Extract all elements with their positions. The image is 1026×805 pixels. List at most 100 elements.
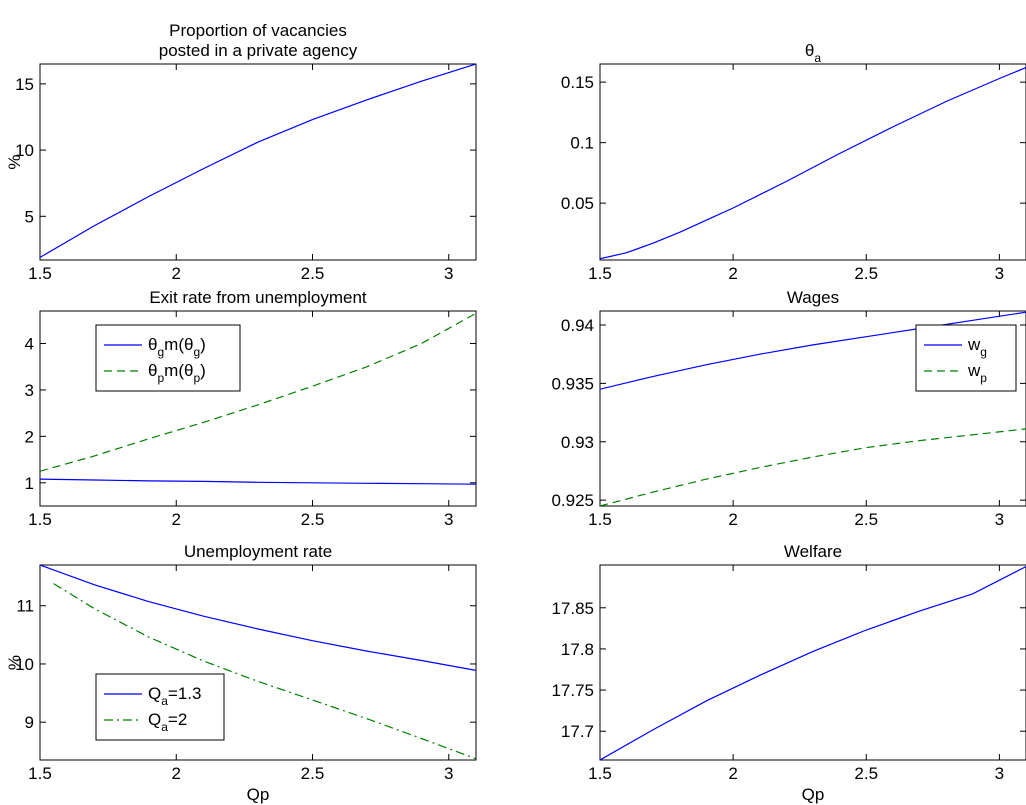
axes-frame (39, 310, 477, 507)
axes-frame (39, 63, 477, 261)
x-tick-label: 2 (172, 264, 181, 283)
legend-text-part: m(θ (164, 335, 193, 354)
legend-text-part: m(θ (164, 361, 193, 380)
y-tick-label: 17.7 (561, 722, 594, 741)
subplot-1: 1.5 2 2.5 3 5 10 15 Proportion of vacanciespost… (5, 21, 477, 283)
axes-frame (599, 310, 1026, 507)
x-tick-label: 1.5 (28, 510, 52, 529)
legend-text-part: w (967, 335, 981, 354)
x-axis-label: Qp (247, 785, 270, 804)
y-tick-label: 10 (15, 655, 34, 674)
x-tick-label: 3 (444, 264, 453, 283)
legend-text-part: ) (200, 361, 206, 380)
legend-text-part: ) (200, 335, 206, 354)
series-line-1 (600, 67, 1026, 260)
y-tick-label: 11 (16, 597, 34, 616)
y-tick-label: 0.935 (551, 374, 594, 393)
legend-text-part: g (157, 345, 164, 359)
title-main: θ (805, 41, 814, 60)
y-axis-label: % (5, 655, 24, 670)
y-tick-label: 1 (25, 474, 34, 493)
y-tick-label: 0.1 (570, 134, 594, 153)
subplot-title: Welfare (784, 542, 842, 561)
x-tick-label: 1.5 (588, 264, 612, 283)
x-tick-label: 2.5 (854, 264, 878, 283)
legend-text-part: g (980, 345, 987, 359)
series-group (600, 67, 1026, 260)
axes-frame (599, 564, 1026, 761)
x-tick-label: 2 (172, 764, 181, 783)
x-axis-label: Qp (802, 785, 825, 804)
x-tick-label: 3 (995, 510, 1004, 529)
title-sub: a (814, 51, 821, 65)
series-group (40, 64, 476, 258)
subplot-6: 1.5 2 2.5 3 17.7 17.75 17.8 17.85 Welfare Qp (551, 542, 1026, 804)
y-tick-label: 17.85 (551, 599, 594, 618)
legend-text-part: θ (148, 361, 157, 380)
y-axis-label: % (5, 154, 24, 169)
y-tick-label: 4 (25, 335, 34, 354)
legend-text-part: p (157, 371, 164, 385)
legend-text-part: =1.3 (168, 684, 202, 703)
legend-text-part: =2 (168, 710, 187, 729)
x-tick-label: 3 (444, 510, 453, 529)
y-tick-label: 0.15 (561, 73, 594, 92)
legend: θgm(θg)θpm(θp) (95, 324, 241, 392)
x-tick-label: 3 (995, 264, 1004, 283)
subplot-5: 1.5 2 2.5 3 9 10 11 Unemployment rate Qp% Qa=1.3Q… (5, 542, 477, 804)
series-line-1 (600, 311, 1026, 390)
y-tick-label: 0.93 (561, 433, 594, 452)
legend-box (915, 324, 1017, 392)
x-tick-label: 2.5 (854, 510, 878, 529)
y-tick-label: 0.925 (551, 491, 594, 510)
x-tick-label: 1.5 (588, 764, 612, 783)
legend: Qa=1.3Qa=2 (95, 673, 225, 741)
series-line-1 (40, 64, 476, 258)
y-tick-label: 0.05 (561, 194, 594, 213)
legend-label-2: wp (967, 361, 987, 385)
legend-label-1: Qa=1.3 (148, 684, 201, 708)
y-tick-label: 10 (15, 141, 34, 160)
x-tick-label: 2.5 (301, 510, 325, 529)
legend-label-1: θgm(θg) (148, 335, 206, 359)
x-tick-label: 2.5 (854, 764, 878, 783)
legend-text-part: a (161, 694, 168, 708)
subplot-title: Unemployment rate (184, 542, 332, 561)
y-tick-label: 0.94 (561, 316, 594, 335)
legend-text-part: Q (148, 684, 161, 703)
y-tick-label: 9 (25, 713, 34, 732)
subplot-title: Exit rate from unemployment (149, 288, 367, 307)
subplot-title: θa (805, 41, 821, 65)
legend-box (95, 324, 241, 392)
legend-text-part: w (967, 361, 981, 380)
y-tick-label: 15 (15, 75, 34, 94)
x-tick-label: 2.5 (301, 764, 325, 783)
x-tick-label: 3 (444, 764, 453, 783)
legend-text-part: θ (148, 335, 157, 354)
x-tick-label: 1.5 (28, 764, 52, 783)
subplot-title: posted in a private agency (159, 41, 358, 60)
series-group (600, 311, 1026, 506)
x-tick-label: 2 (728, 264, 737, 283)
y-tick-label: 17.8 (561, 640, 594, 659)
series-line-1 (600, 566, 1026, 760)
legend-box (95, 673, 225, 741)
legend-text-part: p (980, 371, 987, 385)
subplot-2: 1.5 2 2.5 3 0.05 0.1 0.15 θa (561, 41, 1026, 283)
series-line-1 (40, 478, 476, 485)
x-tick-label: 2 (728, 764, 737, 783)
series-line-2 (40, 312, 476, 472)
x-tick-label: 1.5 (588, 510, 612, 529)
subplot-title: Wages (787, 288, 839, 307)
legend-label-1: wg (967, 335, 987, 359)
x-tick-label: 3 (995, 764, 1004, 783)
series-group (40, 565, 476, 760)
series-line-1 (40, 565, 476, 671)
x-tick-label: 2.5 (301, 264, 325, 283)
y-tick-label: 3 (25, 381, 34, 400)
x-tick-label: 1.5 (28, 264, 52, 283)
subplot-3: 1.5 2 2.5 3 1 2 3 4 Exit rate from unemployment θ… (25, 288, 477, 529)
